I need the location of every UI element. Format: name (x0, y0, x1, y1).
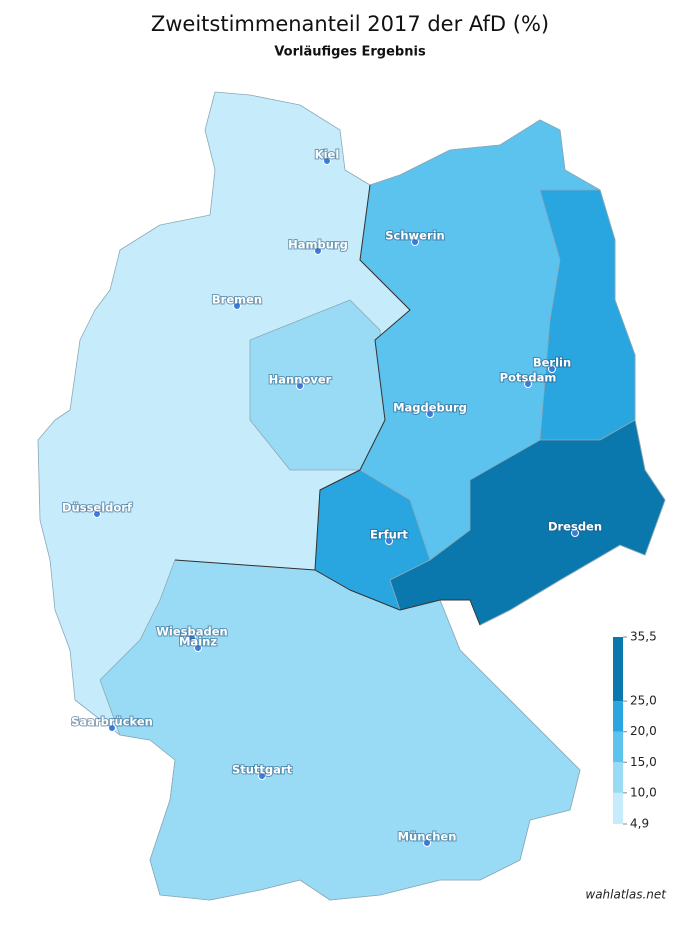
legend-tick-label: 15,0 (630, 755, 657, 769)
germany-map (37, 91, 666, 901)
city-dot (188, 634, 196, 642)
legend-tick-label: 20,0 (630, 724, 657, 738)
city-dot (423, 839, 431, 847)
region-south (99, 559, 581, 901)
city-label: Schwerin (385, 229, 445, 243)
city-dot (258, 772, 266, 780)
state-border (314, 184, 481, 626)
city-dot (385, 537, 393, 545)
legend-tick-label: 25,0 (630, 694, 657, 708)
city-label: Dresden (548, 520, 602, 534)
subtitle: Vorläufiges Ergebnis (274, 45, 426, 60)
city-dot (411, 238, 419, 246)
city-dot (548, 365, 556, 373)
legend-bin (613, 701, 623, 732)
city-label: Wiesbaden (156, 625, 227, 639)
city-dot (233, 302, 241, 310)
legend-bin (613, 792, 623, 824)
credit: wahlatlas.net (585, 888, 667, 902)
city-dot (524, 380, 532, 388)
city-label: Düsseldorf (62, 501, 133, 515)
city-label: Erfurt (370, 528, 408, 542)
city-label: München (398, 830, 457, 844)
city-label: Stuttgart (232, 763, 293, 777)
title: Zweitstimmenanteil 2017 der AfD (%) (151, 12, 549, 36)
city-label: Bremen (212, 293, 262, 307)
state-border (174, 559, 316, 571)
legend: 4,9 10,0 15,0 20,0 25,0 35,5 (613, 630, 657, 831)
city-label: Kiel (315, 148, 340, 162)
city-dot (426, 410, 434, 418)
legend-bin (613, 762, 623, 793)
city-dot (323, 157, 331, 165)
city-dot (314, 247, 322, 255)
legend-bin (613, 731, 623, 763)
city-label: Berlin (533, 356, 571, 370)
city-dot (93, 510, 101, 518)
region-brandenburg-east (539, 189, 636, 441)
region-saxony (389, 419, 666, 626)
city-label: Mainz (179, 635, 217, 649)
legend-tick-label: 4,9 (630, 817, 649, 831)
city-label: Potsdam (500, 371, 557, 385)
city-label: Saarbrücken (71, 715, 153, 729)
city-dot (194, 644, 202, 652)
city-dot (571, 529, 579, 537)
legend-tick-label: 10,0 (630, 785, 657, 799)
legend-tick-label: 35,5 (630, 630, 657, 644)
city-label: Hamburg (288, 238, 348, 252)
city-label: Magdeburg (393, 401, 467, 415)
city-dot (108, 724, 116, 732)
legend-bin (613, 637, 623, 702)
city-dot (296, 382, 304, 390)
city-label: Hannover (269, 373, 332, 387)
